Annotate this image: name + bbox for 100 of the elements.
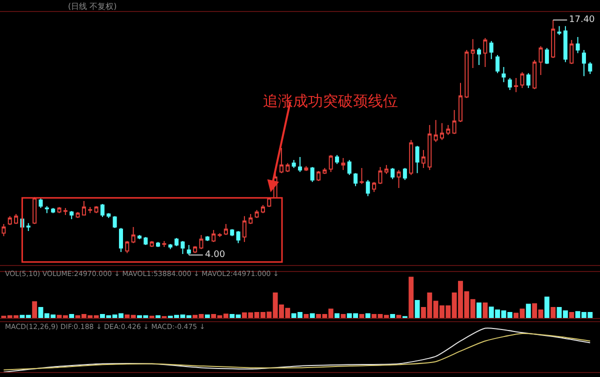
bar (482, 302, 488, 318)
bar (408, 276, 414, 318)
candlestick (248, 213, 253, 224)
candlestick (44, 206, 49, 214)
candlestick (440, 122, 444, 140)
candlestick (279, 148, 284, 174)
candlestick (508, 78, 512, 90)
candlestick (360, 168, 364, 184)
candlestick (452, 109, 456, 134)
candlestick (14, 213, 18, 224)
candlestick (242, 216, 246, 243)
bar (365, 313, 370, 318)
candlestick (286, 162, 290, 173)
annotation: 17.40 (569, 15, 596, 25)
candlestick (112, 216, 117, 229)
candlestick (118, 228, 123, 253)
candlestick (88, 206, 92, 214)
bar (544, 296, 550, 318)
candlestick (144, 236, 148, 246)
bar (414, 300, 420, 318)
candlestick (544, 48, 549, 64)
candlestick (409, 139, 414, 176)
candlestick (174, 238, 179, 247)
candlestick (310, 166, 314, 183)
candlestick (557, 26, 562, 36)
candlestick (458, 82, 463, 123)
bar (334, 313, 340, 318)
candlestick (298, 156, 302, 173)
candlestick (390, 168, 395, 180)
candlestick (464, 49, 469, 99)
candlestick (212, 229, 216, 243)
candlestick (94, 206, 98, 214)
chart-title: (日线 不复权) (68, 2, 117, 11)
candlestick (328, 154, 333, 173)
candlestick (26, 222, 30, 232)
annotation: 4.00 (205, 250, 226, 260)
candlestick (347, 159, 352, 176)
annotation: 追涨成功突破颈线位 (263, 92, 398, 110)
candlestick (477, 48, 482, 66)
candlestick (446, 124, 450, 136)
candlestick (428, 124, 432, 170)
candlestick (366, 179, 370, 197)
candlestick (396, 169, 401, 189)
candlestick (576, 36, 580, 54)
bar (310, 313, 315, 318)
candlestick (150, 240, 154, 248)
candlestick (51, 208, 56, 214)
bar (550, 307, 556, 318)
candlestick (588, 62, 592, 74)
candlestick (341, 158, 346, 170)
candlestick (570, 39, 574, 64)
candlestick (470, 38, 475, 69)
candlestick (402, 168, 407, 180)
candlestick (100, 203, 104, 218)
candlestick (434, 119, 438, 143)
candlestick (520, 72, 524, 89)
candlestick (563, 26, 568, 63)
candlestick (57, 206, 62, 214)
bar (304, 314, 309, 318)
bar (69, 314, 74, 318)
candlestick (193, 246, 198, 254)
candlestick (32, 196, 37, 224)
candlestick (322, 168, 327, 174)
candlestick (156, 242, 160, 248)
candlestick (316, 170, 321, 182)
candlestick (8, 216, 12, 226)
candlestick (496, 54, 500, 74)
candlestick (125, 240, 130, 254)
candlestick (292, 159, 296, 169)
candlestick (502, 66, 506, 83)
candlestick (254, 209, 259, 219)
candlestick (162, 240, 166, 248)
candlestick (260, 204, 265, 214)
candlestick (63, 208, 68, 216)
candlestick (236, 230, 240, 244)
candlestick (532, 59, 537, 90)
candlestick (137, 234, 142, 240)
candlestick (335, 154, 340, 164)
candlestick (106, 212, 111, 219)
bar (390, 314, 396, 318)
candlestick (199, 234, 204, 250)
candlestick (483, 38, 488, 68)
candlestick (230, 228, 234, 237)
candlestick (205, 236, 210, 242)
bar (32, 301, 38, 318)
candlestick (76, 212, 80, 219)
candlestick (186, 244, 191, 256)
bar (340, 314, 346, 318)
candlestick (304, 166, 308, 172)
bar (569, 312, 574, 318)
candlestick (489, 40, 494, 60)
bar (526, 304, 531, 318)
candlestick (372, 182, 376, 193)
bar (476, 302, 482, 318)
candlestick (415, 145, 420, 174)
candlestick (514, 78, 518, 93)
candlestick (384, 164, 388, 174)
candlestick (354, 172, 358, 187)
bar (149, 316, 154, 318)
candlestick (421, 149, 426, 169)
